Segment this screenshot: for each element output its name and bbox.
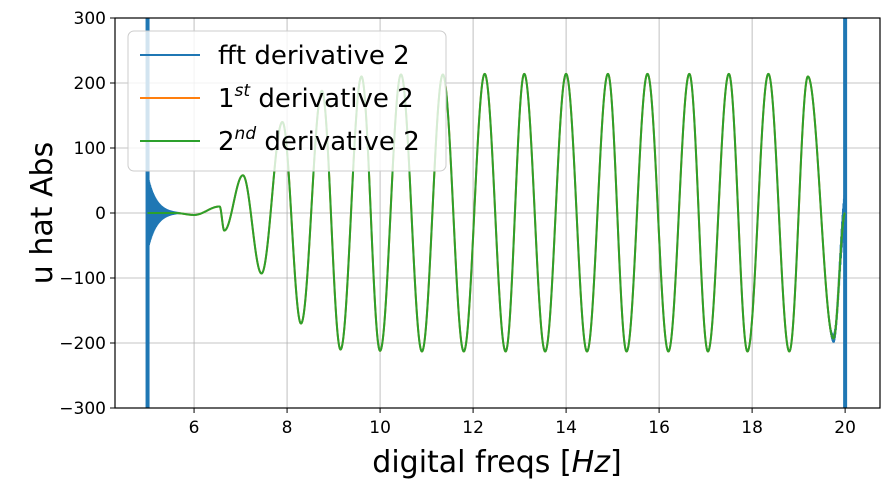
x-tick-label: 10 xyxy=(369,418,391,438)
x-tick-label: 18 xyxy=(741,418,763,438)
x-tick-label: 8 xyxy=(282,418,293,438)
x-tick-label: 16 xyxy=(648,418,670,438)
y-axis-ticks: 300 200 100 0 −100 −200 −300 xyxy=(59,9,115,419)
x-axis-ticks: 6 8 10 12 14 16 18 20 xyxy=(189,408,856,438)
x-tick-label: 12 xyxy=(462,418,484,438)
legend: fft derivative 2 1st derivative 2 2nd de… xyxy=(127,30,447,172)
y-axis-label: u hat Abs xyxy=(25,142,60,284)
y-tick-label: −100 xyxy=(59,269,106,289)
y-tick-label: 0 xyxy=(95,204,106,224)
x-axis-label: digital freqs [Hz] xyxy=(372,445,621,480)
legend-label-first: 1st derivative 2 xyxy=(218,81,414,114)
y-tick-label: 200 xyxy=(74,74,106,94)
series-line-second-derivative xyxy=(147,72,846,353)
y-tick-label: −200 xyxy=(59,334,106,354)
legend-box xyxy=(127,30,447,172)
x-tick-label: 20 xyxy=(834,418,856,438)
y-tick-label: −300 xyxy=(59,399,106,419)
y-tick-label: 300 xyxy=(74,9,106,29)
legend-label-fft: fft derivative 2 xyxy=(218,41,410,71)
x-tick-label: 14 xyxy=(555,418,577,438)
legend-label-second: 2nd derivative 2 xyxy=(218,124,420,157)
x-tick-label: 6 xyxy=(189,418,200,438)
y-tick-label: 100 xyxy=(74,139,106,159)
